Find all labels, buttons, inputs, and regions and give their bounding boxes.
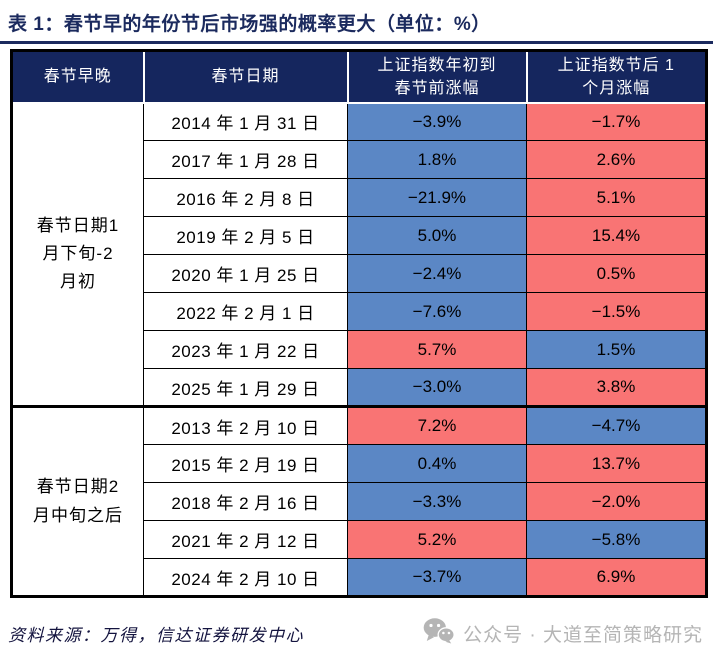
pre-return-cell: −2.4% bbox=[347, 254, 527, 293]
date-cell: 2018 年 2 月 16 日 bbox=[143, 482, 348, 521]
post-return-cell: 2.6% bbox=[526, 140, 707, 179]
table-row: 2023 年 1 月 22 日 5.7% 1.5% bbox=[12, 330, 707, 369]
date-cell: 2016 年 2 月 8 日 bbox=[143, 178, 348, 217]
pre-return-cell: −3.9% bbox=[347, 102, 527, 141]
pre-return-cell: 0.4% bbox=[347, 444, 527, 483]
date-cell: 2022 年 2 月 1 日 bbox=[143, 292, 348, 331]
spring-festival-table: 春节早晚 春节日期 上证指数年初到 春节前涨幅 上证指数节后 1 个月涨幅 春节… bbox=[10, 49, 708, 598]
pre-return-cell: 5.0% bbox=[347, 216, 527, 255]
group-label-early: 春节日期1 月下旬-2 月初 bbox=[11, 102, 144, 407]
table-row: 2021 年 2 月 12 日 5.2% −5.8% bbox=[12, 520, 707, 559]
table-row: 2020 年 1 月 25 日 −2.4% 0.5% bbox=[12, 254, 707, 293]
header-row: 春节早晚 春节日期 上证指数年初到 春节前涨幅 上证指数节后 1 个月涨幅 bbox=[10, 49, 708, 104]
header-post-festival-return: 上证指数节后 1 个月涨幅 bbox=[525, 49, 708, 104]
table-row: 2018 年 2 月 16 日 −3.3% −2.0% bbox=[12, 482, 707, 521]
post-return-cell: −1.7% bbox=[526, 102, 707, 141]
date-cell: 2017 年 1 月 28 日 bbox=[143, 140, 348, 179]
header-festival-date: 春节日期 bbox=[142, 49, 349, 104]
post-return-cell: 1.5% bbox=[526, 330, 707, 369]
date-cell: 2013 年 2 月 10 日 bbox=[143, 405, 348, 445]
date-cell: 2023 年 1 月 22 日 bbox=[143, 330, 348, 369]
table-title: 表 1：春节早的年份节后市场强的概率更大（单位：%） bbox=[8, 14, 491, 35]
header-festival-timing: 春节早晚 bbox=[10, 49, 145, 104]
pre-return-cell: 7.2% bbox=[347, 405, 527, 445]
pre-return-cell: −7.6% bbox=[347, 292, 527, 331]
table-row: 春节日期2 月中旬之后 2013 年 2 月 10 日 7.2% −4.7% bbox=[11, 405, 707, 597]
table-row: 2017 年 1 月 28 日 1.8% 2.6% bbox=[12, 140, 707, 179]
wechat-account-label: 公众号 · 大道至简策略研究 bbox=[463, 625, 703, 646]
wechat-logo-icon bbox=[423, 617, 455, 650]
date-cell: 2019 年 2 月 5 日 bbox=[143, 216, 348, 255]
wechat-watermark: 公众号 · 大道至简策略研究 bbox=[423, 617, 703, 650]
table-row: 2019 年 2 月 5 日 5.0% 15.4% bbox=[12, 216, 707, 255]
post-return-cell: 6.9% bbox=[526, 558, 707, 597]
pre-return-cell: −3.0% bbox=[347, 368, 527, 407]
footer: 资料来源：万得，信达证券研发中心 公众号 · 大道至简策略研究 bbox=[8, 617, 703, 650]
post-return-cell: 5.1% bbox=[526, 178, 707, 217]
title-divider bbox=[0, 41, 713, 44]
table-row: 2015 年 2 月 19 日 0.4% 13.7% bbox=[12, 444, 707, 483]
pre-return-cell: 1.8% bbox=[347, 140, 527, 179]
pre-return-cell: −21.9% bbox=[347, 178, 527, 217]
post-return-cell: 15.4% bbox=[526, 216, 707, 255]
post-return-cell: 13.7% bbox=[526, 444, 707, 483]
table-row: 2025 年 1 月 29 日 −3.0% 3.8% bbox=[12, 368, 707, 407]
group-label-late: 春节日期2 月中旬之后 bbox=[11, 405, 144, 597]
table-row: 2022 年 2 月 1 日 −7.6% −1.5% bbox=[12, 292, 707, 331]
data-source-note: 资料来源：万得，信达证券研发中心 bbox=[8, 626, 304, 645]
pre-return-cell: −3.7% bbox=[347, 558, 527, 597]
post-return-cell: −5.8% bbox=[526, 520, 707, 559]
date-cell: 2014 年 1 月 31 日 bbox=[143, 102, 348, 141]
date-cell: 2024 年 2 月 10 日 bbox=[143, 558, 348, 597]
date-cell: 2025 年 1 月 29 日 bbox=[143, 368, 348, 407]
table-row: 2024 年 2 月 10 日 −3.7% 6.9% bbox=[12, 558, 707, 597]
post-return-cell: 0.5% bbox=[526, 254, 707, 293]
date-cell: 2021 年 2 月 12 日 bbox=[143, 520, 348, 559]
table-row: 2016 年 2 月 8 日 −21.9% 5.1% bbox=[12, 178, 707, 217]
header-pre-festival-return: 上证指数年初到 春节前涨幅 bbox=[346, 49, 528, 104]
date-cell: 2015 年 2 月 19 日 bbox=[143, 444, 348, 483]
pre-return-cell: −3.3% bbox=[347, 482, 527, 521]
post-return-cell: 3.8% bbox=[526, 368, 707, 407]
table-row: 春节日期1 月下旬-2 月初 2014 年 1 月 31 日 −3.9% −1.… bbox=[11, 102, 707, 407]
post-return-cell: −4.7% bbox=[526, 405, 707, 445]
post-return-cell: −1.5% bbox=[526, 292, 707, 331]
pre-return-cell: 5.2% bbox=[347, 520, 527, 559]
date-cell: 2020 年 1 月 25 日 bbox=[143, 254, 348, 293]
post-return-cell: −2.0% bbox=[526, 482, 707, 521]
pre-return-cell: 5.7% bbox=[347, 330, 527, 369]
